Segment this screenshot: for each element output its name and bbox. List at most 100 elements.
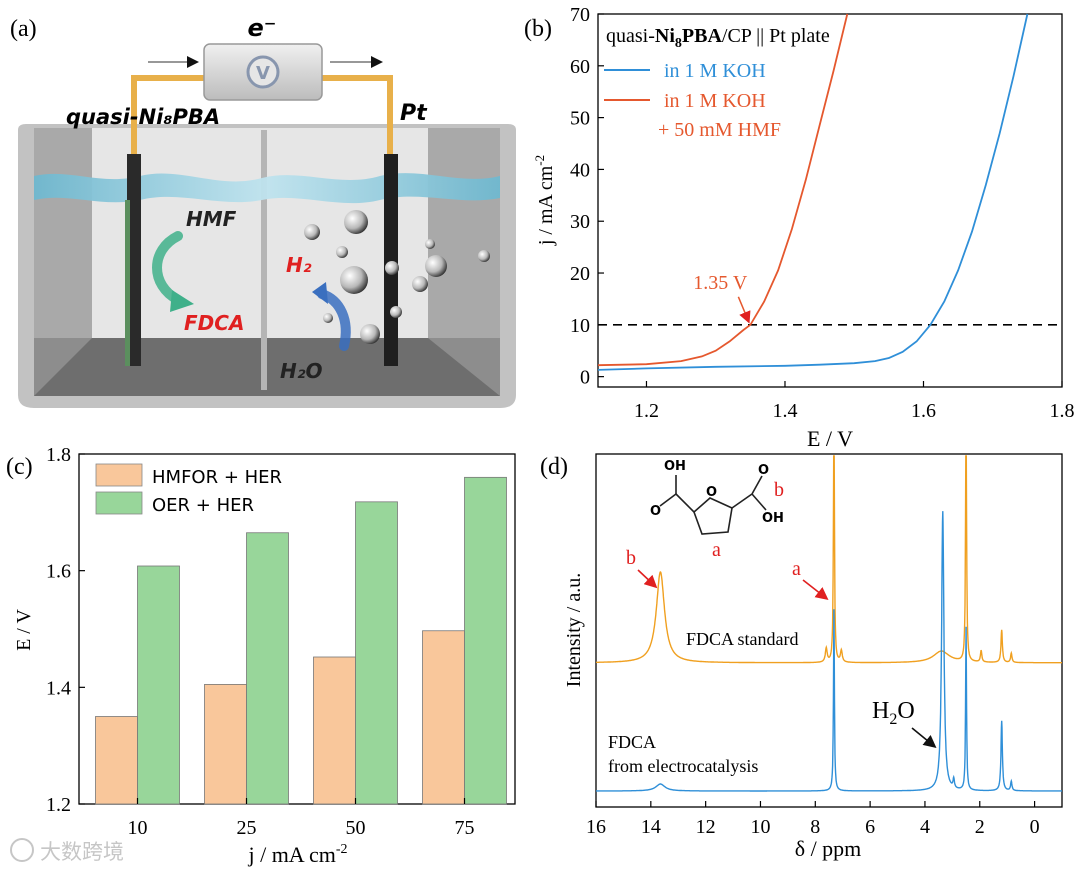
panel-c-x-ticks: 10 25 50 75 [128, 798, 475, 839]
water-surface [34, 173, 500, 204]
bond-left [675, 493, 695, 513]
bar-hmfor-her-10 [95, 716, 138, 805]
x-tick-label: 8 [810, 816, 820, 838]
bar-hmfor-her-25 [204, 684, 247, 805]
title-sub: 8 [675, 36, 682, 51]
bubble [385, 261, 399, 275]
panel-b-x-ticks: 1.2 1.4 1.6 1.8 [634, 381, 1075, 422]
spectrum-sample-label-line2: from electrocatalysis [608, 756, 758, 776]
panel-b-curves [597, 13, 1029, 371]
x-tick-label: 50 [346, 817, 366, 839]
panel-c-xlabel: j / mA cm-2 [247, 842, 347, 867]
peak-annotation-b: b [626, 547, 636, 569]
x-tick-label: 10 [750, 816, 770, 838]
x-tick-label: 1.4 [772, 400, 797, 422]
panel-b-legend: in 1 M KOH in 1 M KOH + 50 mM HMF [604, 60, 781, 141]
bond-co-double-right [751, 475, 763, 495]
y-tick-label: 1.2 [46, 794, 71, 816]
h2o-to-h2-arrowhead [312, 282, 328, 304]
furan-ring [693, 497, 733, 535]
panel-b-label: (b) [524, 16, 552, 42]
y-tick-label: 0 [580, 367, 590, 389]
struct-label-a: a [712, 539, 721, 561]
struct-label-b: b [774, 479, 784, 501]
annotation-1.35-v: 1.35 V [693, 272, 748, 294]
bubble [336, 246, 348, 258]
hmf-label: HMF [186, 207, 237, 231]
legend-oer-her-label: OER + HER [152, 495, 254, 516]
hmf-to-fdca-arrowhead [170, 290, 194, 312]
annotation-arrow-1.35 [737, 296, 751, 324]
bar-oer-her-25 [246, 532, 289, 805]
panel-c-bars [95, 476, 507, 805]
bar-oer-her-10 [137, 565, 180, 805]
struct-oh-right: OH [762, 511, 784, 526]
x-tick-label: 0 [1030, 816, 1040, 838]
fdca-structure [659, 475, 767, 535]
legend-hmf-label-line1: in 1 M KOH [664, 90, 766, 112]
x-tick-label: 1.2 [634, 400, 659, 422]
panel-d-x-ticks: 16 14 12 10 8 6 4 2 0 [586, 801, 1040, 838]
x-tick-label: 12 [696, 816, 716, 838]
legend-hmfor-her-swatch [95, 463, 143, 487]
x-tick-label: 25 [237, 817, 257, 839]
tank-back-wall [92, 128, 428, 338]
x-tick-label: 1.8 [1050, 400, 1075, 422]
tank-right-wall [428, 128, 500, 338]
y-tick-label: 1.8 [46, 444, 71, 466]
bubble [344, 210, 368, 234]
peak-arrow-b [637, 569, 658, 589]
anode-label: quasi-Ni₈PBA [66, 105, 220, 129]
panel-c-label: (c) [6, 454, 33, 480]
panel-d-xlabel: δ / ppm [795, 836, 862, 861]
bubble [360, 324, 380, 344]
legend-hmf-label-line2: + 50 mM HMF [658, 119, 781, 141]
y-tick-label: 1.6 [46, 561, 71, 583]
y-tick-label: 20 [570, 263, 590, 285]
hydrogen-bubbles [304, 210, 490, 344]
bubble [390, 306, 402, 318]
h2o-label: H₂O [280, 359, 323, 383]
peak-arrow-h2o [911, 727, 937, 749]
x-tick-label: 14 [641, 816, 661, 838]
panel-d-label: (d) [540, 454, 568, 480]
panel-c-frame [78, 453, 516, 805]
spectrum-standard-label: FDCA standard [686, 629, 799, 649]
bubble [323, 313, 333, 323]
tank-left-wall [34, 128, 92, 338]
x-tick-label: 10 [128, 817, 148, 839]
spectrum-sample [596, 511, 1062, 792]
peak-annotation-h2o: H2O [872, 698, 915, 728]
bubble [425, 255, 447, 277]
x-tick-label: 6 [865, 816, 875, 838]
panel-c: (c) 1.2 1.4 1.6 1.8 10 25 50 75 HMFOR + HER OE… [6, 444, 516, 867]
bubble [478, 250, 490, 262]
bond-co-right [751, 493, 767, 511]
curve-series-1 [597, 13, 849, 367]
bar-oer-her-50 [355, 501, 398, 805]
anode-electrode [127, 154, 141, 366]
y-tick-label: 40 [570, 159, 590, 181]
watermark-logo-icon [10, 838, 34, 862]
title-bold: Ni [655, 25, 675, 47]
watermark-text: 大数跨境 [40, 840, 124, 864]
wire-right [320, 75, 393, 154]
x-tick-label: 4 [920, 816, 930, 838]
panel-d-frame [595, 453, 1063, 808]
panel-b-y-ticks: 0 10 20 30 40 50 60 70 [570, 4, 604, 389]
wire-left [131, 75, 206, 154]
panel-a-label: (a) [10, 16, 37, 42]
panel-d: (d) 16 14 12 10 8 6 4 2 0 OH O O O OH a b b a H2… [540, 453, 1063, 861]
panel-d-spectra [596, 455, 1062, 792]
x-tick-label: 1.6 [911, 400, 936, 422]
panel-b-frame [597, 13, 1063, 388]
panel-c-ylabel: E / V [13, 609, 35, 651]
bond-co-double [659, 493, 677, 507]
title-bold2: PBA [682, 25, 723, 47]
y-tick-label: 60 [570, 56, 590, 78]
bubble [340, 266, 368, 294]
struct-o-right: O [758, 463, 769, 478]
h2-label: H₂ [286, 253, 312, 277]
